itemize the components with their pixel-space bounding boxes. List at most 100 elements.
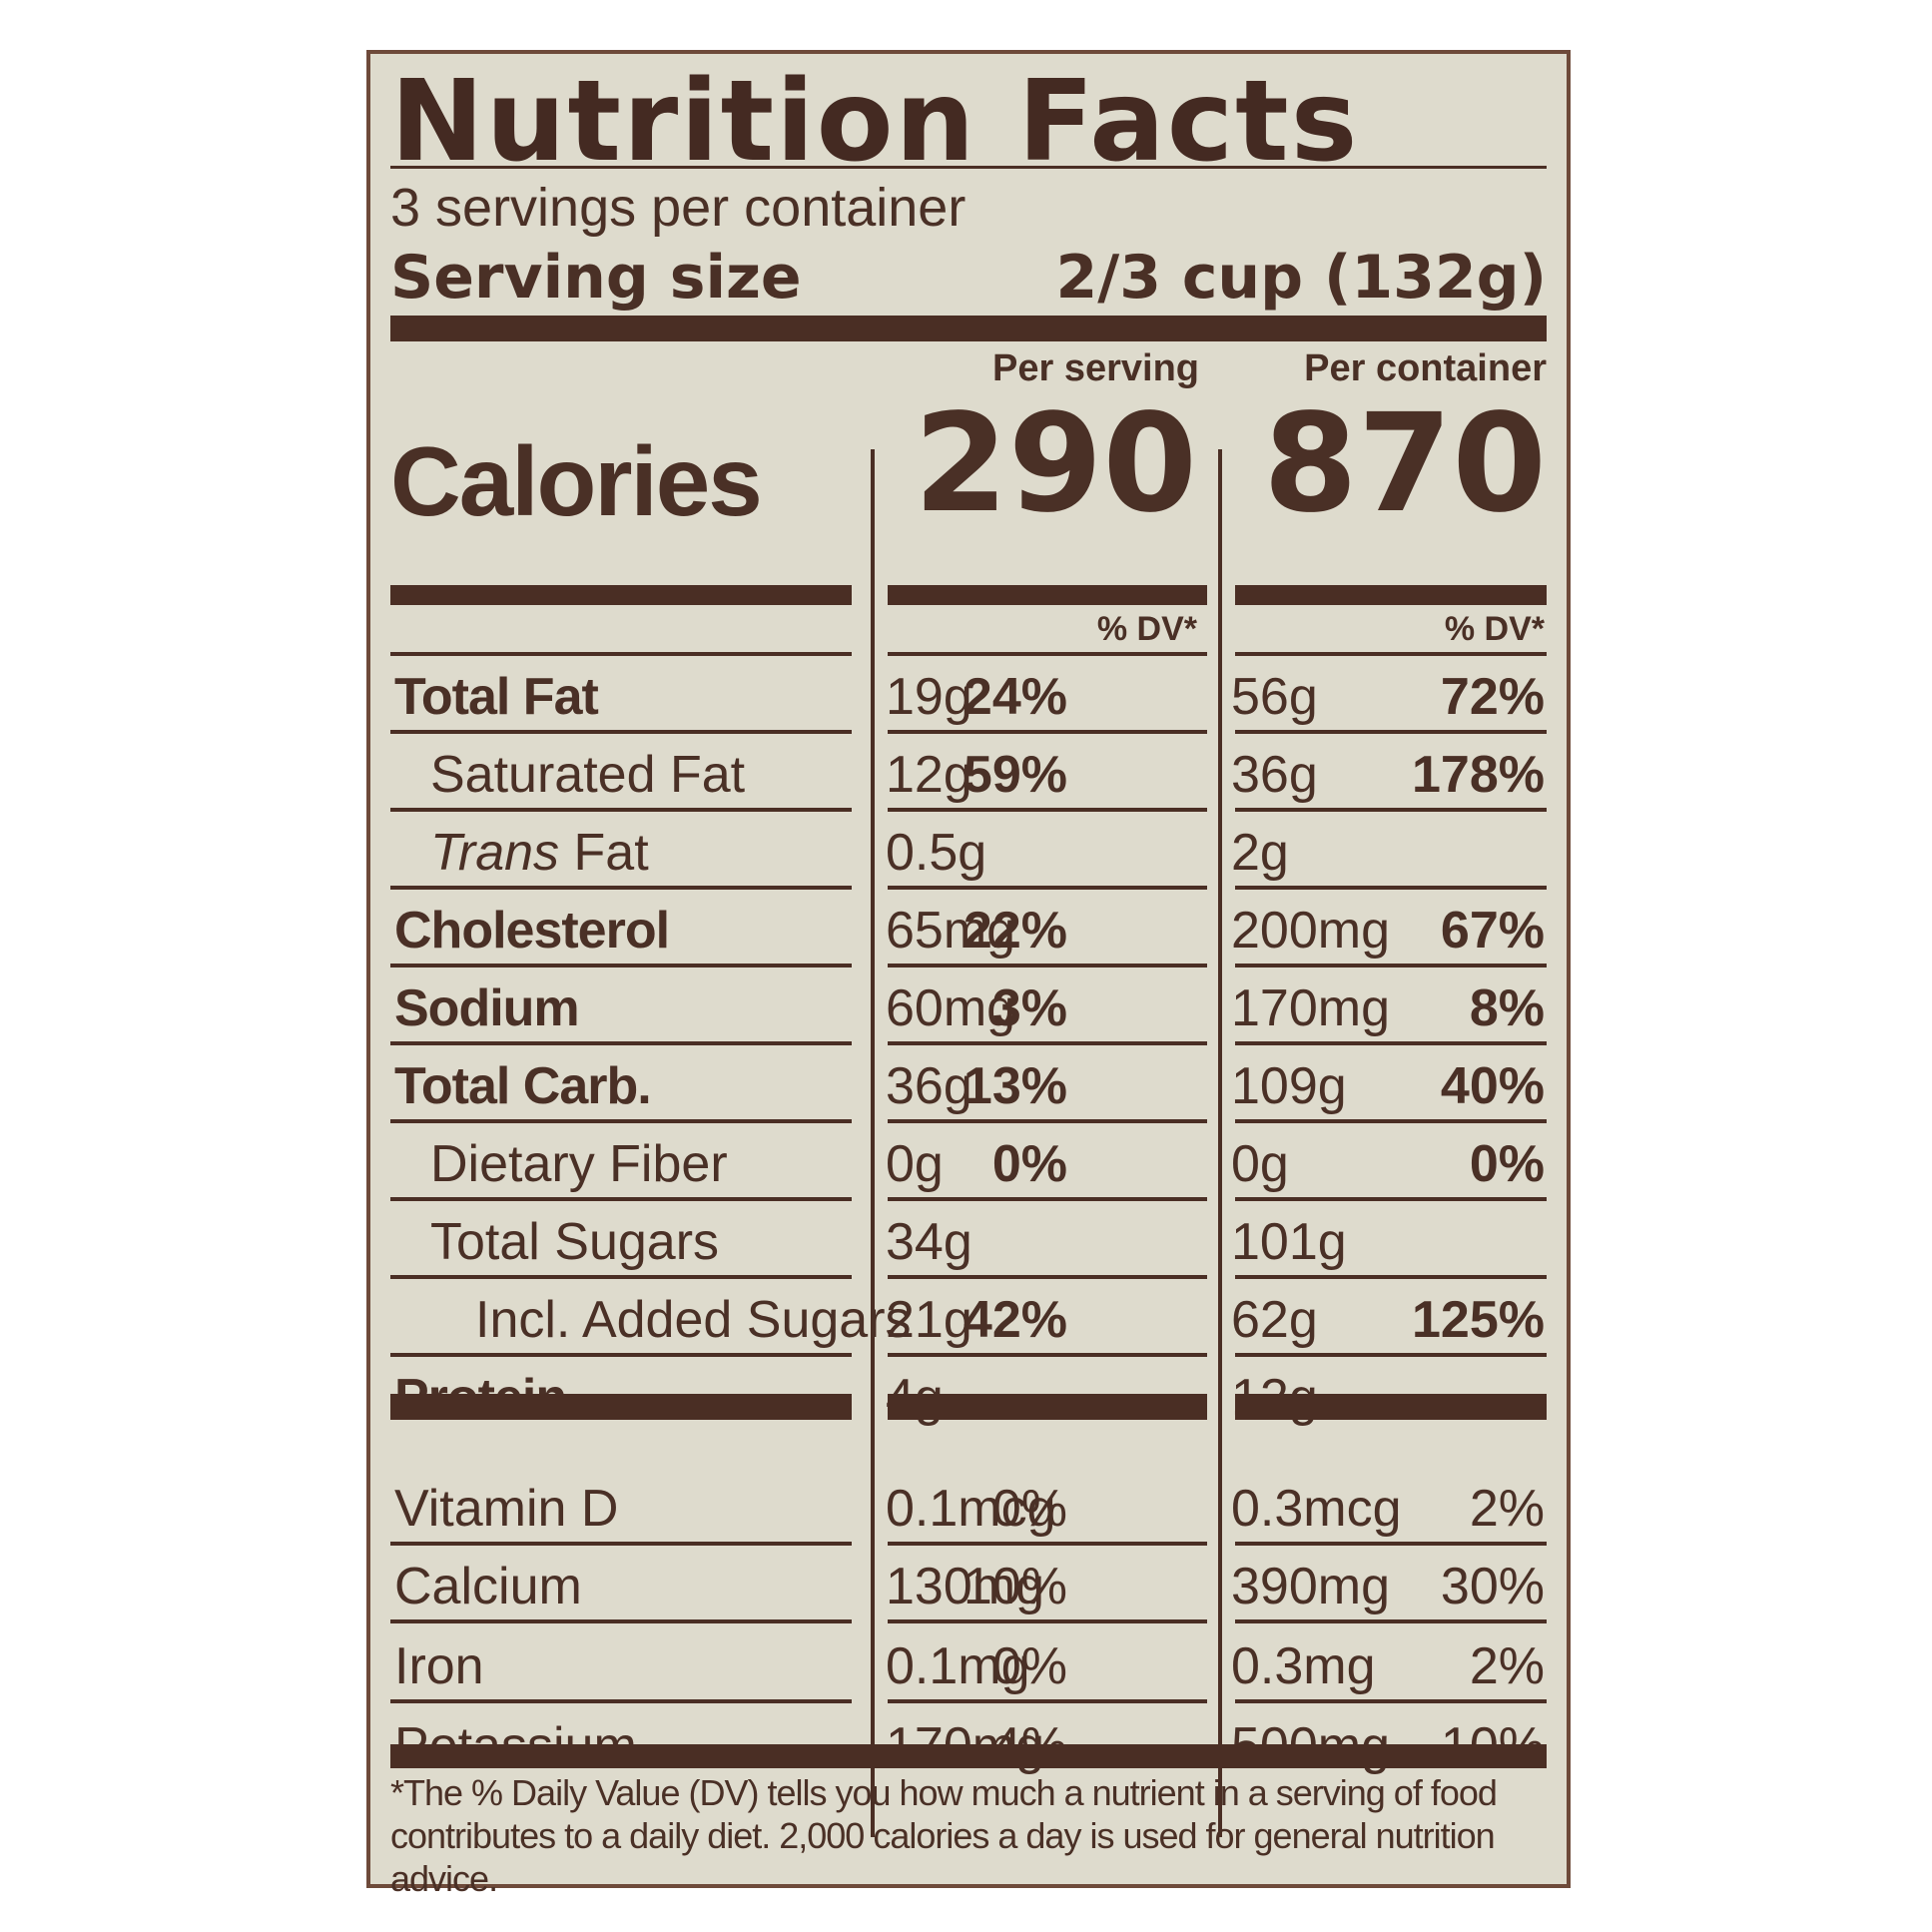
footnote: *The % Daily Value (DV) tells you how mu… xyxy=(390,1772,1498,1900)
amount-per-container: 200mg xyxy=(1231,902,1390,960)
serving-size-value: 2/3 cup (132g) xyxy=(1055,243,1547,313)
dv-header-serving: % DV* xyxy=(1096,610,1197,648)
dv-per-container: 8% xyxy=(1469,979,1545,1037)
dv-per-container: 40% xyxy=(1440,1057,1545,1115)
row-rule xyxy=(888,964,1207,967)
title-rule xyxy=(390,166,1547,169)
nutrient-row: Trans Fat 0.5g 2g xyxy=(370,814,1567,892)
dv-per-container: 178% xyxy=(1412,746,1545,804)
amount-per-serving: 0.1mcg xyxy=(886,1480,1056,1538)
nutrition-label: Nutrition Facts 3 servings per container… xyxy=(366,50,1571,1899)
row-rule xyxy=(1235,1542,1547,1546)
row-rule xyxy=(390,1275,852,1279)
amount-per-serving: 0.1mg xyxy=(886,1637,1030,1695)
calories-rule-3 xyxy=(1235,585,1547,605)
row-rule xyxy=(390,1619,852,1623)
nutrient-row: Total Fat 19g 24% 56g 72% xyxy=(370,658,1567,736)
amount-per-container: 101g xyxy=(1231,1213,1347,1271)
dv-per-container: 67% xyxy=(1440,902,1545,960)
amount-per-container: 36g xyxy=(1231,746,1318,804)
nutrient-row: Total Sugars 34g 101g xyxy=(370,1203,1567,1281)
nutrient-row: Sodium 60mg 3% 170mg 8% xyxy=(370,969,1567,1047)
dv-per-serving: 22% xyxy=(963,902,1067,960)
row-rule xyxy=(390,808,852,812)
nutrient-name: Cholesterol xyxy=(394,902,670,960)
row-rule xyxy=(888,1353,1207,1357)
row-rule xyxy=(1235,808,1547,812)
amount-per-container: 109g xyxy=(1231,1057,1347,1115)
per-container-header: Per container xyxy=(1304,347,1547,389)
nutrient-name: Trans Fat xyxy=(430,822,649,884)
amount-per-container: 170mg xyxy=(1231,979,1390,1037)
nutrient-name: Vitamin D xyxy=(394,1480,619,1538)
label-title: Nutrition Facts xyxy=(390,57,1360,187)
row-rule xyxy=(390,1197,852,1201)
amount-per-container: 390mg xyxy=(1231,1558,1390,1615)
amount-per-serving: 36g xyxy=(886,1057,972,1115)
dv-header-container: % DV* xyxy=(1444,610,1545,648)
amount-per-serving: 34g xyxy=(886,1213,972,1271)
row-rule xyxy=(1235,1619,1547,1623)
vitamin-rule-1 xyxy=(390,1394,852,1420)
dv-per-container: 2% xyxy=(1469,1480,1545,1538)
dv-per-container: 125% xyxy=(1412,1291,1545,1349)
row-rule xyxy=(390,1353,852,1357)
dv-per-serving: 10% xyxy=(963,1558,1067,1615)
row-rule xyxy=(888,1542,1207,1546)
nutrient-name: Total Carb. xyxy=(394,1057,652,1115)
dv-per-serving: 3% xyxy=(991,979,1067,1037)
dv-per-serving: 24% xyxy=(963,668,1067,726)
row-rule xyxy=(888,1619,1207,1623)
servings-per-container: 3 servings per container xyxy=(390,178,966,238)
nutrient-name: Dietary Fiber xyxy=(430,1135,728,1193)
amount-per-container: 0g xyxy=(1231,1135,1289,1193)
dv-header-rule xyxy=(390,652,852,656)
dv-per-serving: 0% xyxy=(991,1135,1067,1193)
vitamin-rule-2 xyxy=(888,1394,1207,1420)
nutrient-row: Dietary Fiber 0g 0% 0g 0% xyxy=(370,1125,1567,1203)
row-rule xyxy=(1235,964,1547,967)
amount-per-serving: 21g xyxy=(886,1291,972,1349)
row-rule xyxy=(888,1197,1207,1201)
serving-size-label: Serving size xyxy=(390,243,802,313)
nutrient-name: Incl. Added Sugars xyxy=(475,1291,912,1349)
dv-per-serving: 42% xyxy=(963,1291,1067,1349)
row-rule xyxy=(1235,1119,1547,1123)
dv-per-container: 72% xyxy=(1440,668,1545,726)
row-rule xyxy=(390,730,852,734)
row-rule xyxy=(1235,1197,1547,1201)
nutrient-row: Cholesterol 65mg 22% 200mg 67% xyxy=(370,892,1567,969)
row-rule xyxy=(888,1699,1207,1703)
thick-rule-bottom xyxy=(390,1744,1547,1768)
nutrient-name: Total Sugars xyxy=(430,1213,720,1271)
row-rule xyxy=(1235,1041,1547,1045)
amount-per-serving: 130mg xyxy=(886,1558,1044,1615)
dv-header-rule xyxy=(1235,652,1547,656)
dv-per-serving: 0% xyxy=(991,1637,1067,1695)
column-divider-2 xyxy=(1218,449,1222,1837)
row-rule xyxy=(888,1275,1207,1279)
dv-header-rule xyxy=(888,652,1207,656)
amount-per-container: 0.3mcg xyxy=(1231,1480,1402,1538)
row-rule xyxy=(1235,886,1547,890)
nutrient-name: Total Fat xyxy=(394,668,599,726)
row-rule xyxy=(390,1119,852,1123)
nutrient-name: Calcium xyxy=(394,1558,582,1615)
nutrient-name: Saturated Fat xyxy=(430,746,746,804)
row-rule xyxy=(888,730,1207,734)
dv-per-serving: 0% xyxy=(991,1480,1067,1538)
amount-per-serving: 65mg xyxy=(886,902,1016,960)
calories-label: Calories xyxy=(390,426,763,536)
nutrient-row: Incl. Added Sugars 21g 42% 62g 125% xyxy=(370,1281,1567,1359)
dv-per-container: 30% xyxy=(1440,1558,1545,1615)
per-serving-header: Per serving xyxy=(992,347,1199,389)
nutrient-name-italic: Trans xyxy=(430,824,560,882)
calories-rule-1 xyxy=(390,585,852,605)
row-rule xyxy=(888,1119,1207,1123)
amount-per-serving: 60mg xyxy=(886,979,1016,1037)
row-rule xyxy=(390,1041,852,1045)
nutrient-row: Iron 0.1mg 0% 0.3mg 2% xyxy=(370,1627,1567,1705)
row-rule xyxy=(390,964,852,967)
amount-per-serving: 19g xyxy=(886,668,972,726)
amount-per-container: 0.3mg xyxy=(1231,1637,1376,1695)
